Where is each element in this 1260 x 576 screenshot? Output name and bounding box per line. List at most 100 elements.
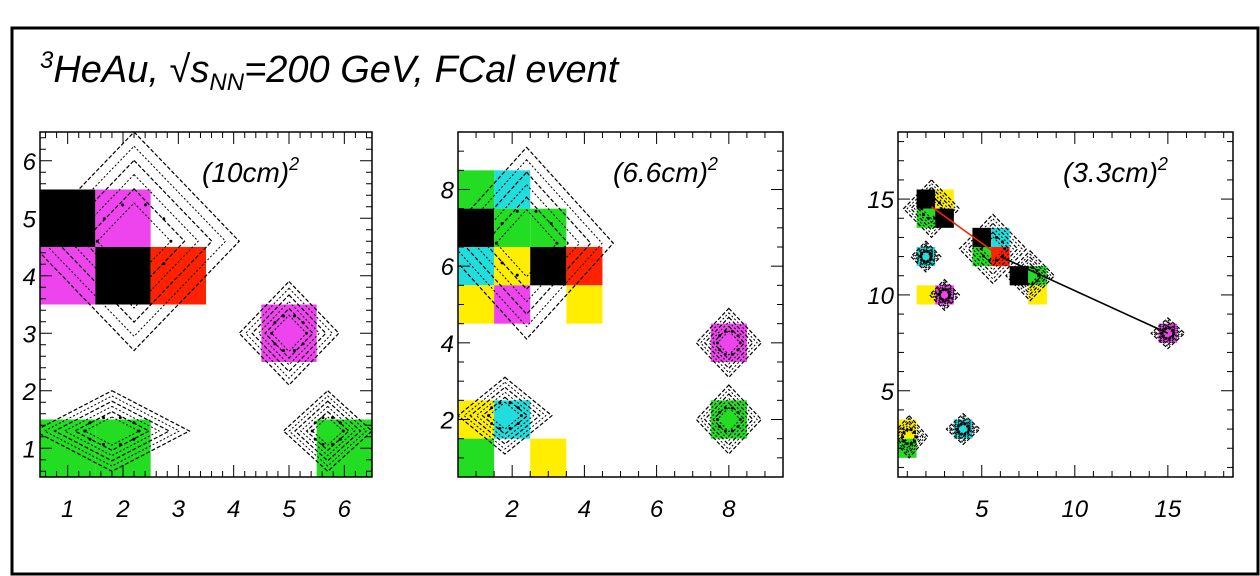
contour-dot bbox=[534, 273, 538, 277]
contour-line bbox=[463, 381, 547, 450]
contour-dot bbox=[534, 209, 538, 213]
y-tick-label: 3 bbox=[23, 321, 37, 348]
contour-dot bbox=[715, 418, 719, 421]
contour-dot bbox=[304, 331, 308, 335]
contour-line bbox=[898, 420, 924, 454]
contour-dot bbox=[132, 437, 136, 441]
x-tick-label: 4 bbox=[578, 496, 591, 523]
contour-dot bbox=[956, 430, 960, 434]
heat-cell bbox=[566, 247, 603, 286]
contour-line bbox=[712, 325, 746, 361]
heat-cell bbox=[458, 438, 495, 477]
contour-dot bbox=[143, 276, 147, 280]
panel-3: 5 10 15 5 10 15 (3.3cm)2 bbox=[867, 131, 1234, 523]
contour-dot bbox=[912, 439, 916, 443]
contour-dot bbox=[273, 321, 277, 325]
contour-dot bbox=[331, 416, 335, 420]
contour-dot bbox=[723, 429, 727, 433]
x-tick-label: 8 bbox=[722, 496, 736, 523]
y-tick-label: 10 bbox=[867, 283, 894, 310]
contour-dot bbox=[555, 241, 559, 245]
contour-line bbox=[699, 312, 758, 374]
contour-dot bbox=[331, 442, 335, 446]
contour-dot bbox=[738, 418, 742, 421]
heat-cell bbox=[530, 208, 567, 247]
contour-dot bbox=[83, 429, 87, 433]
contour-dot bbox=[515, 209, 519, 213]
heat-cell bbox=[494, 208, 531, 247]
contour-dot bbox=[1035, 279, 1039, 283]
contour-dot bbox=[321, 416, 325, 420]
x-tick-label: 2 bbox=[504, 496, 518, 523]
contour-dot bbox=[519, 414, 523, 418]
contour-line bbox=[473, 183, 581, 303]
contour-dot bbox=[926, 197, 930, 201]
contour-dot bbox=[1031, 282, 1035, 286]
contour-dot bbox=[929, 255, 933, 259]
contour-dot bbox=[718, 334, 722, 338]
contour-dot bbox=[959, 432, 963, 436]
contour-dot bbox=[1168, 336, 1172, 340]
contour-line bbox=[63, 405, 161, 457]
contour-line bbox=[699, 388, 758, 451]
x-tick-label: 10 bbox=[1061, 496, 1088, 523]
contour-dot bbox=[88, 421, 92, 425]
contour-dot bbox=[292, 314, 296, 318]
contour-dot bbox=[905, 442, 909, 446]
contour-cluster bbox=[695, 384, 763, 455]
contour-dot bbox=[736, 334, 740, 338]
contour-line bbox=[288, 395, 367, 467]
x-tick-label: 5 bbox=[975, 496, 989, 523]
contour-dot bbox=[494, 241, 498, 245]
contour-dot bbox=[736, 348, 740, 352]
heat-cell bbox=[972, 227, 992, 247]
contour-dot bbox=[549, 261, 553, 265]
contour-dot bbox=[137, 429, 141, 433]
contour-dot bbox=[966, 424, 970, 428]
contour-dot bbox=[88, 437, 92, 441]
contour-line bbox=[270, 314, 308, 353]
contour-dot bbox=[162, 217, 166, 221]
y-tick-label: 4 bbox=[441, 331, 454, 358]
contour-dot bbox=[941, 298, 945, 302]
contour-line bbox=[294, 400, 362, 462]
contour-dot bbox=[1160, 331, 1164, 335]
contour-line bbox=[82, 187, 186, 295]
contour-dot bbox=[959, 422, 963, 426]
contour-cluster bbox=[945, 412, 981, 446]
track-line bbox=[1000, 255, 1169, 334]
contour-dot bbox=[102, 217, 106, 221]
y-tick-label: 6 bbox=[441, 254, 455, 281]
contour-dot bbox=[282, 348, 286, 352]
contour-dot bbox=[321, 442, 325, 446]
panel-size-label: (3.3cm)2 bbox=[1063, 154, 1168, 188]
contour-line bbox=[898, 414, 929, 459]
heat-cell bbox=[1028, 285, 1047, 305]
contour-dot bbox=[723, 329, 727, 333]
contour-line bbox=[708, 321, 750, 365]
contour-line bbox=[708, 397, 750, 442]
contour-dot bbox=[967, 427, 971, 431]
contour-dot bbox=[902, 439, 906, 443]
contour-line bbox=[938, 288, 951, 302]
x-tick-label: 5 bbox=[282, 496, 296, 523]
contour-line bbox=[458, 159, 603, 328]
contour-dot bbox=[995, 235, 999, 239]
contour-dot bbox=[508, 401, 512, 405]
contour-dot bbox=[169, 239, 173, 243]
contour-line bbox=[914, 244, 938, 269]
contour-dot bbox=[718, 425, 722, 429]
contour-dot bbox=[938, 296, 942, 300]
contour-line bbox=[1005, 249, 1056, 302]
contour-line bbox=[461, 171, 592, 315]
contour-line bbox=[934, 284, 955, 305]
contour-line bbox=[913, 190, 950, 227]
contour-line bbox=[952, 419, 975, 440]
contour-line bbox=[712, 402, 746, 437]
contour-dot bbox=[121, 276, 125, 280]
contour-line bbox=[898, 423, 922, 451]
contour-line bbox=[1008, 253, 1052, 299]
contour-dot bbox=[939, 207, 943, 211]
contour-cluster bbox=[282, 389, 372, 473]
